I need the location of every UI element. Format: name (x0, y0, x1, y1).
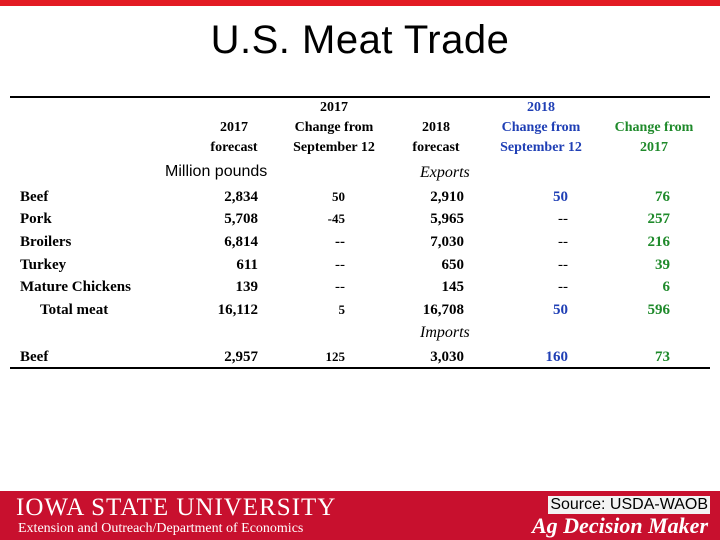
row-label: Pork (20, 211, 52, 227)
cell-2018-change-sep: 160 (545, 349, 569, 365)
cell-2017-forecast: 16,112 (217, 302, 258, 318)
header-line: Change from (294, 120, 374, 135)
cell-2017-change: 125 (325, 349, 346, 364)
header-2018-forecast: 2018 forecast (404, 118, 468, 158)
cell-2017-change: 50 (332, 189, 345, 204)
university-logo: IOWA STATE UNIVERSITY (16, 494, 337, 521)
cell-change-2017: 216 (647, 234, 671, 250)
cell-2018-change-sep: -- (558, 211, 568, 227)
cell-2018-change-sep: -- (558, 279, 568, 295)
cell-2018-forecast: 145 (441, 279, 465, 295)
table-bottom-rule (10, 367, 710, 369)
cell-2017-forecast: 2,834 (224, 189, 258, 205)
cell-2018-forecast: 650 (441, 257, 465, 273)
slide-title: U.S. Meat Trade (210, 18, 510, 62)
top-accent-bar (0, 0, 720, 6)
cell-2018-change-sep: -- (558, 234, 568, 250)
header-line: 2017 (320, 100, 348, 115)
header-line: Change from (614, 120, 694, 135)
cell-change-2017: 76 (655, 189, 670, 205)
header-line: 2017 (220, 120, 248, 135)
row-label: Beef (20, 189, 49, 205)
cell-2017-forecast: 6,814 (224, 234, 258, 250)
cell-2018-forecast: 5,965 (430, 211, 464, 227)
header-line: 2017 (640, 140, 668, 155)
cell-change-2017: 6 (662, 279, 671, 295)
cell-2017-change: 5 (338, 302, 346, 317)
table-top-rule (10, 96, 710, 98)
header-line: forecast (412, 140, 460, 155)
cell-2018-change-sep: 50 (553, 189, 568, 205)
cell-2018-forecast: 7,030 (430, 234, 464, 250)
header-line: 2018 (422, 120, 450, 135)
header-line: September 12 (500, 140, 582, 155)
row-label: Turkey (20, 257, 67, 273)
cell-change-2017: 39 (655, 257, 670, 273)
extension-label: Extension and Outreach/Department of Eco… (18, 521, 304, 536)
header-line: 2018 (527, 100, 555, 115)
cell-2017-change: -45 (327, 211, 345, 226)
section-imports: Imports (420, 324, 470, 341)
row-label: Beef (20, 349, 49, 365)
header-2018-change-sep: 2018 Change from September 12 (486, 98, 596, 158)
row-label: Mature Chickens (20, 279, 131, 295)
header-line: Change from (501, 120, 581, 135)
cell-change-2017: 257 (647, 211, 671, 227)
section-exports: Exports (420, 164, 470, 181)
cell-2017-forecast: 5,708 (224, 211, 258, 227)
cell-2017-forecast: 139 (235, 279, 259, 295)
header-2017-change: 2017 Change from September 12 (278, 98, 390, 158)
cell-change-2017: 73 (655, 349, 670, 365)
header-line: September 12 (293, 140, 375, 155)
row-label-total: Total meat (40, 302, 109, 318)
cell-2018-forecast: 2,910 (430, 189, 464, 205)
cell-2017-change: -- (335, 234, 345, 250)
cell-2017-change: -- (335, 257, 345, 273)
ag-decision-maker-logo: Ag Decision Maker (532, 513, 708, 538)
cell-2017-forecast: 2,957 (224, 349, 258, 365)
cell-2017-forecast: 611 (236, 257, 258, 273)
cell-2018-change-sep: -- (558, 257, 568, 273)
source-note: Source: USDA-WAOB (548, 496, 710, 514)
cell-2018-forecast: 3,030 (430, 349, 464, 365)
cell-2018-forecast: 16,708 (422, 302, 464, 318)
cell-2017-change: -- (335, 279, 345, 295)
header-line: forecast (210, 140, 258, 155)
cell-2018-change-sep: 50 (553, 302, 568, 318)
row-label: Broilers (20, 234, 72, 250)
header-2017-forecast: 2017 forecast (206, 118, 262, 158)
unit-label: Million pounds (163, 163, 270, 181)
cell-change-2017: 596 (647, 302, 671, 318)
header-change-from-2017: Change from 2017 (604, 118, 704, 158)
